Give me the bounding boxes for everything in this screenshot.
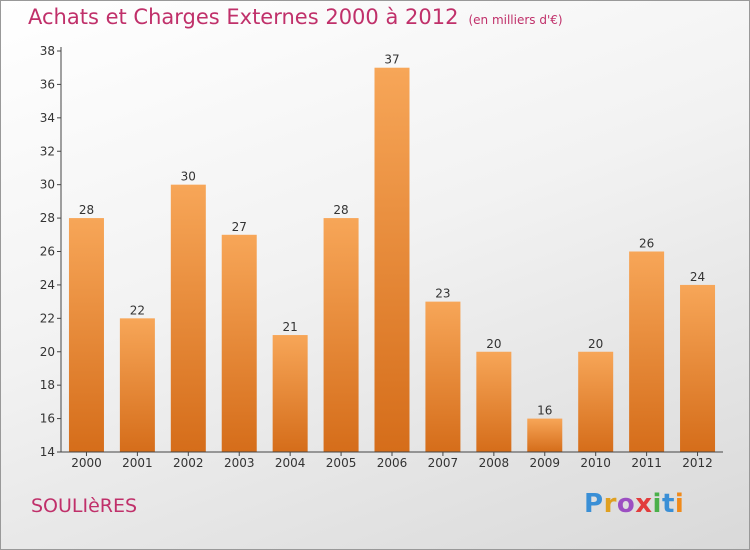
y-tick-label: 32 xyxy=(40,144,55,158)
y-tick-label: 24 xyxy=(40,278,55,292)
bar xyxy=(272,335,308,452)
x-tick-label: 2006 xyxy=(377,456,408,470)
y-tick-label: 16 xyxy=(40,412,55,426)
y-tick-label: 20 xyxy=(40,345,55,359)
bar xyxy=(476,351,512,452)
y-tick-label: 30 xyxy=(40,178,55,192)
bar-value-label: 23 xyxy=(435,287,450,301)
bar xyxy=(527,418,563,452)
y-tick-label: 18 xyxy=(40,378,55,392)
bars: 28 22 30 27 21 28 37 23 20 16 20 26 24 xyxy=(68,53,716,452)
y-tick-label: 34 xyxy=(40,111,55,125)
y-tick-label: 28 xyxy=(40,211,55,225)
x-tick-label: 2000 xyxy=(71,456,102,470)
x-tick-label: 2001 xyxy=(122,456,153,470)
x-tick-label: 2004 xyxy=(275,456,306,470)
title-row: Achats et Charges Externes 2000 à 2012 (e… xyxy=(28,5,563,29)
y-axis: 14 16 18 20 22 24 26 28 30 32 34 36 38 xyxy=(40,44,62,459)
x-tick-label: 2002 xyxy=(173,456,204,470)
y-tick-label: 22 xyxy=(40,311,55,325)
bar-value-label: 24 xyxy=(690,270,705,284)
bar-value-label: 16 xyxy=(537,404,552,418)
bar-value-label: 28 xyxy=(79,203,94,217)
x-tick-label: 2007 xyxy=(428,456,459,470)
bar xyxy=(425,301,461,452)
bar-value-label: 21 xyxy=(283,320,298,334)
bar xyxy=(680,284,716,452)
bar xyxy=(170,184,206,452)
commune-name: SOULIèRES xyxy=(31,495,138,517)
chart-title: Achats et Charges Externes 2000 à 2012 xyxy=(28,5,459,29)
bar-value-label: 26 xyxy=(639,237,654,251)
x-axis: 2000 2001 2002 2003 2004 2005 2006 2007 2008 2009… xyxy=(61,451,723,470)
bar xyxy=(629,251,665,452)
x-tick-label: 2003 xyxy=(224,456,255,470)
bar xyxy=(374,67,410,452)
y-tick-label: 14 xyxy=(40,445,55,459)
bar xyxy=(578,351,614,452)
y-tick-label: 36 xyxy=(40,77,55,91)
x-tick-label: 2011 xyxy=(631,456,662,470)
bar-value-label: 20 xyxy=(486,337,501,351)
bar-value-label: 37 xyxy=(384,53,399,67)
bar xyxy=(68,218,104,452)
bar-value-label: 27 xyxy=(232,220,247,234)
x-tick-label: 2012 xyxy=(682,456,713,470)
bar xyxy=(119,318,155,452)
x-tick-label: 2005 xyxy=(326,456,357,470)
bar xyxy=(221,234,257,452)
y-tick-label: 38 xyxy=(40,44,55,58)
chart-subtitle: (en milliers d'€) xyxy=(468,13,563,27)
proxiti-logo: Proxiti xyxy=(584,489,685,519)
x-tick-label: 2008 xyxy=(479,456,510,470)
y-tick-label: 26 xyxy=(40,245,55,259)
bar-value-label: 30 xyxy=(181,170,196,184)
bar-value-label: 20 xyxy=(588,337,603,351)
bar-value-label: 22 xyxy=(130,303,145,317)
bar-value-label: 28 xyxy=(333,203,348,217)
x-tick-label: 2009 xyxy=(529,456,560,470)
x-tick-label: 2010 xyxy=(580,456,611,470)
bar xyxy=(323,218,359,452)
